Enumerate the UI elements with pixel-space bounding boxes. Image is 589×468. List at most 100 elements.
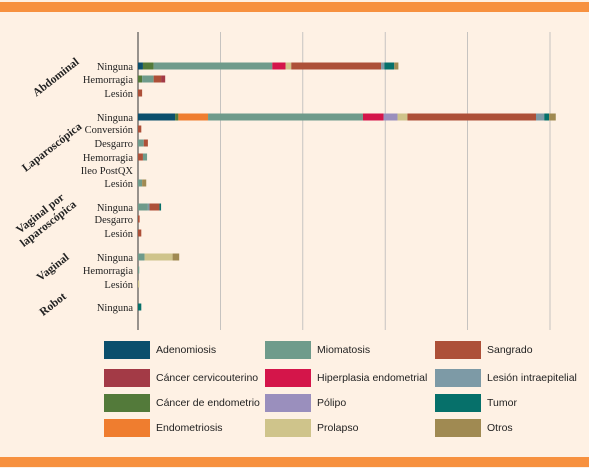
row-label-laparoscopica-lesion: Lesión bbox=[104, 179, 133, 190]
bar-laparoscopica-desgarro-miomatosis bbox=[138, 139, 144, 147]
legend-swatch-endometriosis bbox=[104, 419, 150, 437]
bar-laparoscopica-ninguna-tumor bbox=[544, 113, 550, 121]
legend-swatch-polipo bbox=[265, 394, 311, 412]
bar-abdominal-lesion-sangrado bbox=[138, 89, 143, 97]
bar-vaginal-por-laparoscopica-desgarro-sangrado bbox=[138, 215, 140, 223]
bar-laparoscopica-lesion-miomatosis bbox=[138, 179, 143, 187]
row-label-laparoscopica-conversion: Conversión bbox=[85, 125, 134, 136]
bar-abdominal-ninguna-adenomiosis bbox=[138, 62, 143, 70]
legend-item-cancer-de-endometrio: Cáncer de endometrio bbox=[104, 394, 260, 412]
bar-vaginal-hemorragia-miomatosis bbox=[138, 266, 140, 274]
legend-label-otros: Otros bbox=[487, 422, 513, 434]
legend-swatch-miomatosis bbox=[265, 341, 311, 359]
bar-abdominal-hemorragia-cancer-de-endometrio bbox=[138, 75, 143, 83]
legend-item-cancer-cervicouterino: Cáncer cervicouterino bbox=[104, 369, 258, 387]
row-label-laparoscopica-desgarro: Desgarro bbox=[95, 139, 133, 150]
bar-abdominal-ninguna-miomatosis bbox=[153, 62, 273, 70]
legend-swatch-prolapso bbox=[265, 419, 311, 437]
bar-abdominal-ninguna-lesion-intraepitelial bbox=[381, 62, 385, 70]
bar-abdominal-ninguna-hiperplasia-endometrial bbox=[272, 62, 286, 70]
legend-label-sangrado: Sangrado bbox=[487, 344, 533, 356]
legend-label-tumor: Tumor bbox=[487, 397, 517, 409]
legend-label-polipo: Pólipo bbox=[317, 397, 347, 409]
bar-laparoscopica-desgarro-sangrado bbox=[143, 139, 148, 147]
bar-laparoscopica-ninguna-otros bbox=[549, 113, 556, 121]
legend-swatch-lesion-intraepitelial bbox=[435, 369, 481, 387]
group-labels: Abdominal Laparoscópica Vaginal porlaparos… bbox=[10, 56, 84, 319]
legend-swatch-cancer-cervicouterino bbox=[104, 369, 150, 387]
bar-laparoscopica-conversion-sangrado bbox=[138, 125, 142, 133]
bar-vaginal-por-laparoscopica-ninguna-miomatosis bbox=[138, 203, 148, 211]
group-label-vaginal: Vaginal bbox=[35, 251, 72, 283]
legend-item-adenomiosis: Adenomiosis bbox=[104, 341, 216, 359]
legend-item-endometriosis: Endometriosis bbox=[104, 419, 223, 437]
bar-laparoscopica-hemorragia-miomatosis bbox=[142, 153, 148, 161]
bar-abdominal-hemorragia-miomatosis bbox=[142, 75, 154, 83]
legend-swatch-cancer-de-endometrio bbox=[104, 394, 150, 412]
legend-label-endometriosis: Endometriosis bbox=[156, 422, 223, 434]
top-accent-band bbox=[0, 2, 589, 12]
bar-abdominal-hemorragia-cancer-cervicouterino bbox=[161, 75, 166, 83]
grid-lines bbox=[137, 32, 551, 330]
legend-item-polipo: Pólipo bbox=[265, 394, 346, 412]
legend-label-miomatosis: Miomatosis bbox=[317, 344, 371, 356]
bar-abdominal-ninguna-cancer-de-endometrio bbox=[142, 62, 154, 70]
bar-abdominal-ninguna-otros bbox=[394, 62, 399, 70]
legend-label-hiperplasia-endometrial: Hiperplasia endometrial bbox=[317, 372, 428, 384]
bar-laparoscopica-ninguna-polipo bbox=[383, 113, 398, 121]
bar-vaginal-ninguna-miomatosis bbox=[138, 253, 145, 261]
bar-laparoscopica-ninguna-endometriosis bbox=[178, 113, 209, 121]
legend-label-cancer-de-endometrio: Cáncer de endometrio bbox=[156, 397, 260, 409]
row-label-laparoscopica-ninguna: Ninguna bbox=[97, 113, 134, 124]
bar-vaginal-por-laparoscopica-ninguna-sangrado bbox=[149, 203, 160, 211]
legend-label-cancer-cervicouterino: Cáncer cervicouterino bbox=[156, 372, 259, 384]
bar-laparoscopica-lesion-otros bbox=[142, 179, 147, 187]
legend-swatch-sangrado bbox=[435, 341, 481, 359]
legend-swatch-otros bbox=[435, 419, 481, 437]
bar-laparoscopica-ninguna-sangrado bbox=[407, 113, 536, 121]
bottom-accent-band bbox=[0, 457, 589, 467]
bar-vaginal-por-laparoscopica-ninguna-lesion-intraepitelial bbox=[147, 203, 150, 211]
bar-abdominal-ninguna-tumor bbox=[384, 62, 395, 70]
chart-legend: Adenomiosis Miomatosis Sangrado Cáncer cerv… bbox=[104, 341, 584, 441]
bars bbox=[138, 62, 556, 311]
row-label-robot-ninguna: Ninguna bbox=[97, 303, 134, 314]
row-label-abdominal-lesion: Lesión bbox=[104, 89, 133, 100]
row-label-laparoscopica-hemorragia: Hemorragia bbox=[83, 153, 133, 164]
row-label-vaginal-lesion: Lesión bbox=[104, 280, 133, 291]
row-label-vaginal-por-laparoscopica-desgarro: Desgarro bbox=[95, 215, 133, 226]
legend-item-otros: Otros bbox=[435, 419, 513, 437]
row-label-abdominal-ninguna: Ninguna bbox=[97, 62, 134, 73]
legend-item-miomatosis: Miomatosis bbox=[265, 341, 370, 359]
bar-laparoscopica-ninguna-prolapso bbox=[397, 113, 408, 121]
legend-swatch-hiperplasia-endometrial bbox=[265, 369, 311, 387]
bar-abdominal-hemorragia-sangrado bbox=[153, 75, 162, 83]
bar-robot-ninguna-tumor bbox=[138, 303, 142, 311]
legend-item-sangrado: Sangrado bbox=[435, 341, 533, 359]
bar-abdominal-ninguna-prolapso bbox=[285, 62, 292, 70]
row-label-vaginal-por-laparoscopica-ninguna: Ninguna bbox=[97, 203, 134, 214]
legend-swatch-adenomiosis bbox=[104, 341, 150, 359]
bar-vaginal-ninguna-otros bbox=[172, 253, 180, 261]
row-labels: NingunaHemorragiaLesiónNingunaConversión… bbox=[81, 62, 134, 314]
bar-vaginal-por-laparoscopica-ninguna-tumor bbox=[159, 203, 162, 211]
group-label-robot: Robot bbox=[38, 291, 69, 319]
legend-label-prolapso: Prolapso bbox=[317, 422, 359, 434]
bar-abdominal-ninguna-sangrado bbox=[291, 62, 382, 70]
row-label-vaginal-por-laparoscopica-lesion: Lesión bbox=[104, 229, 133, 240]
bar-vaginal-lesion-prolapso bbox=[138, 280, 140, 288]
legend-item-hiperplasia-endometrial: Hiperplasia endometrial bbox=[265, 369, 427, 387]
group-label-laparoscopica: Laparoscópica bbox=[20, 121, 84, 175]
row-label-vaginal-hemorragia: Hemorragia bbox=[83, 266, 133, 277]
bar-vaginal-por-laparoscopica-lesion-sangrado bbox=[138, 229, 142, 237]
legend-swatch-tumor bbox=[435, 394, 481, 412]
group-label-abdominal: Abdominal bbox=[31, 56, 82, 99]
legend-label-lesion-intraepitelial: Lesión intraepitelial bbox=[487, 372, 577, 384]
bar-laparoscopica-ninguna-cancer-de-endometrio bbox=[175, 113, 179, 121]
bar-laparoscopica-ninguna-lesion-intraepitelial bbox=[535, 113, 545, 121]
row-label-laparoscopica-ileo-postqx: Ileo PostQX bbox=[81, 166, 134, 177]
legend-item-tumor: Tumor bbox=[435, 394, 517, 412]
group-label-vaginal-por-laparoscopica: Vaginal porlaparoscópica bbox=[10, 188, 79, 249]
legend-item-lesion-intraepitelial: Lesión intraepitelial bbox=[435, 369, 577, 387]
bar-laparoscopica-ninguna-adenomiosis bbox=[138, 113, 176, 121]
